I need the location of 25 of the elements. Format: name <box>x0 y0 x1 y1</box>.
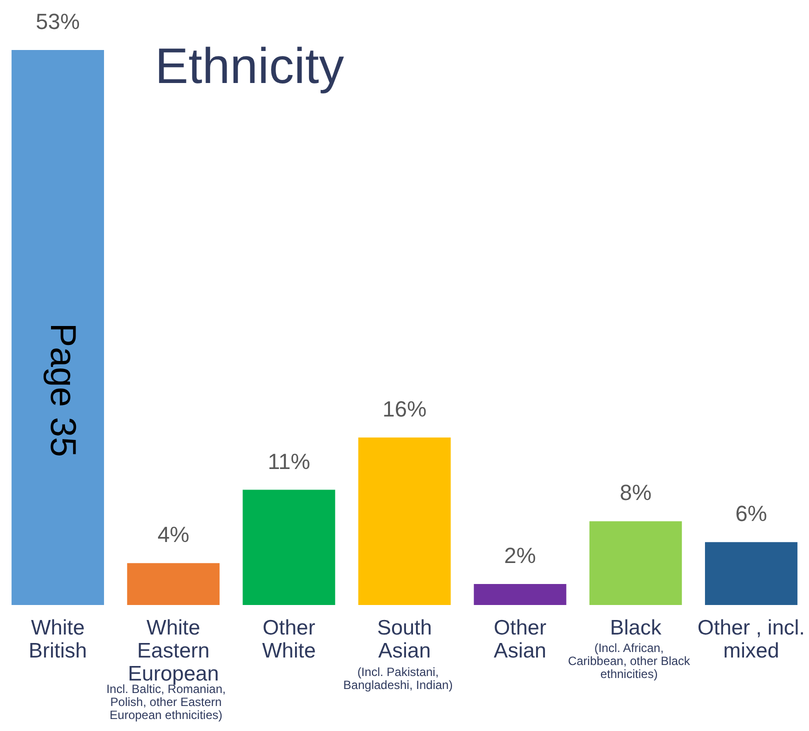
text: (Incl. African, Caribbean, other Black ethnicities) <box>568 641 692 681</box>
bar <box>358 437 451 605</box>
x-tick-label: White Eastern European <box>128 616 219 686</box>
data-label: 4% <box>157 522 190 548</box>
chart-title: Ethnicity <box>155 38 344 94</box>
bar <box>12 50 104 605</box>
x-tick-label: Other White <box>262 616 316 662</box>
data-label: 53% <box>36 9 80 34</box>
bar <box>704 542 798 605</box>
x-tick-label: Other Asian <box>494 616 546 662</box>
bar <box>474 584 566 605</box>
data-label: 2% <box>504 543 536 568</box>
data-label: 6% <box>735 501 768 526</box>
text: (Incl. Pakistani, Bangladeshi, Indian) <box>343 665 453 692</box>
x-tick-label: South Asian <box>377 616 432 662</box>
bar <box>127 563 220 605</box>
x-tick-label: Other , incl. mixed <box>698 616 805 662</box>
annotation: Page 35 <box>43 322 84 458</box>
data-label: 16% <box>382 396 427 422</box>
x-tick-label: Black <box>610 616 662 640</box>
bar <box>589 521 682 605</box>
data-label: 11% <box>268 448 310 474</box>
x-tick-label: White British <box>28 616 87 662</box>
bar <box>242 490 336 605</box>
data-label: 8% <box>620 480 652 506</box>
